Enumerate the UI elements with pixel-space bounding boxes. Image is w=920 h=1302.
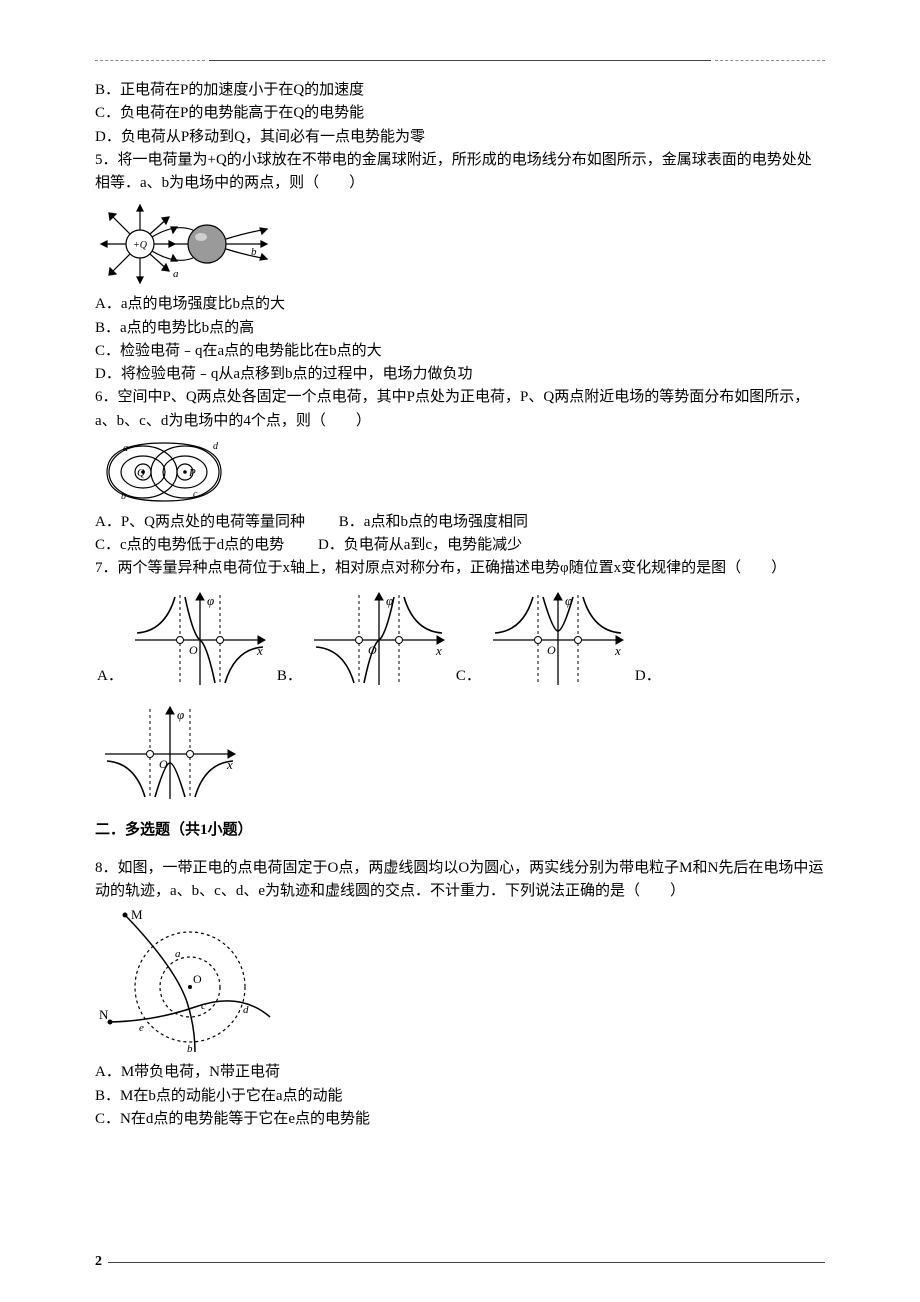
svg-text:φ: φ: [177, 707, 184, 722]
q6-stem: 6．空间中P、Q两点处各固定一个点电荷，其中P点处为正电荷，P、Q两点附近电场的…: [95, 386, 825, 433]
q6-figure: Q P a b c d: [95, 437, 825, 507]
q7-label-b: B．: [275, 665, 304, 694]
q5-figure: +Q a b: [95, 199, 825, 289]
q8-label-N: N: [99, 1007, 109, 1022]
rule-dash-left: [95, 60, 205, 61]
q7-figure-row: A． φ x O: [95, 585, 825, 695]
q6-label-Q: Q: [137, 467, 145, 479]
q8-stem: 8．如图，一带正电的点电荷固定于O点，两虚线圆均以O为圆心，两实线分别为带电粒子…: [95, 857, 825, 904]
q8-pt-e: e: [139, 1022, 144, 1034]
q5-option-b: B．a点的电势比b点的高: [95, 317, 825, 340]
q6-options-row1: A．P、Q两点处的电荷等量同种 B．a点和b点的电场强度相同: [95, 511, 825, 534]
q7-graph-a: φ x O: [125, 585, 275, 695]
svg-text:φ: φ: [207, 593, 214, 608]
footer-rule: [108, 1262, 825, 1263]
svg-text:x: x: [435, 643, 442, 658]
rule-dash-right: [715, 60, 825, 61]
q8-pt-a: a: [175, 948, 181, 960]
svg-text:O: O: [159, 757, 168, 771]
q7-graph-d-wrap: φ x O: [95, 699, 825, 809]
q7-stem: 7．两个等量异种点电荷位于x轴上，相对原点对称分布，正确描述电势φ随位置x变化规…: [95, 557, 825, 580]
svg-text:φ: φ: [386, 593, 393, 608]
q7-label-c: C．: [454, 665, 483, 694]
q8-figure: O M N a b c d e: [95, 907, 825, 1057]
q8-label-O: O: [193, 972, 202, 986]
q5-option-c: C．检验电荷﹣q在a点的电势能比在b点的大: [95, 340, 825, 363]
section2-title: 二．多选题（共1小题）: [95, 819, 825, 842]
q4-option-c: C．负电荷在P的电势能高于在Q的电势能: [95, 102, 825, 125]
q6-pt-a: a: [123, 443, 128, 454]
q8-pt-b: b: [187, 1043, 193, 1055]
q4-option-b: B．正电荷在P的加速度小于在Q的加速度: [95, 79, 825, 102]
page-number: 2: [95, 1254, 108, 1270]
document-body: B．正电荷在P的加速度小于在Q的加速度 C．负电荷在P的电势能高于在Q的电势能 …: [95, 79, 825, 1131]
q6-option-d: D．负电荷从a到c，电势能减少: [318, 537, 522, 553]
q7-graph-c: φ x O: [483, 585, 633, 695]
svg-text:x: x: [614, 643, 621, 658]
q8-pt-c: c: [201, 1000, 206, 1012]
q7-graph-b: φ x O: [304, 585, 454, 695]
q5-stem: 5．将一电荷量为+Q的小球放在不带电的金属球附近，所形成的电场线分布如图所示，金…: [95, 149, 825, 196]
svg-text:x: x: [256, 643, 263, 658]
header-rule: [95, 60, 825, 61]
q4-option-d: D．负电荷从P移动到Q，其间必有一点电势能为零: [95, 126, 825, 149]
q5-option-d: D．将检验电荷﹣q从a点移到b点的过程中，电场力做负功: [95, 363, 825, 386]
q8-option-b: B．M在b点的动能小于它在a点的动能: [95, 1085, 825, 1108]
q6-option-b: B．a点和b点的电场强度相同: [339, 514, 528, 530]
q5-charge-label: +Q: [133, 240, 148, 251]
q8-option-c: C．N在d点的电势能等于它在e点的电势能: [95, 1108, 825, 1131]
q6-options-row2: C．c点的电势低于d点的电势 D．负电荷从a到c，电势能减少: [95, 534, 825, 557]
q5-point-a: a: [173, 268, 179, 280]
q7-label-d: D．: [633, 665, 663, 694]
svg-text:O: O: [189, 643, 198, 657]
svg-text:x: x: [226, 757, 233, 772]
q8-label-M: M: [131, 907, 143, 922]
q6-label-P: P: [188, 467, 196, 479]
q6-pt-d: d: [213, 441, 219, 452]
q8-pt-d: d: [243, 1004, 249, 1016]
q5-point-b: b: [251, 246, 257, 258]
q7-graph-d: φ x O: [95, 699, 245, 809]
svg-text:O: O: [368, 643, 377, 657]
q6-pt-b: b: [121, 491, 126, 502]
footer: 2: [95, 1254, 825, 1270]
q6-option-c: C．c点的电势低于d点的电势: [95, 537, 284, 553]
rule-solid: [209, 60, 711, 61]
svg-text:φ: φ: [565, 593, 572, 608]
q5-option-a: A．a点的电场强度比b点的大: [95, 293, 825, 316]
q8-option-a: A．M带负电荷，N带正电荷: [95, 1061, 825, 1084]
svg-text:O: O: [547, 643, 556, 657]
q7-label-a: A．: [95, 665, 125, 694]
q6-pt-c: c: [193, 489, 198, 500]
q6-option-a: A．P、Q两点处的电荷等量同种: [95, 514, 305, 530]
